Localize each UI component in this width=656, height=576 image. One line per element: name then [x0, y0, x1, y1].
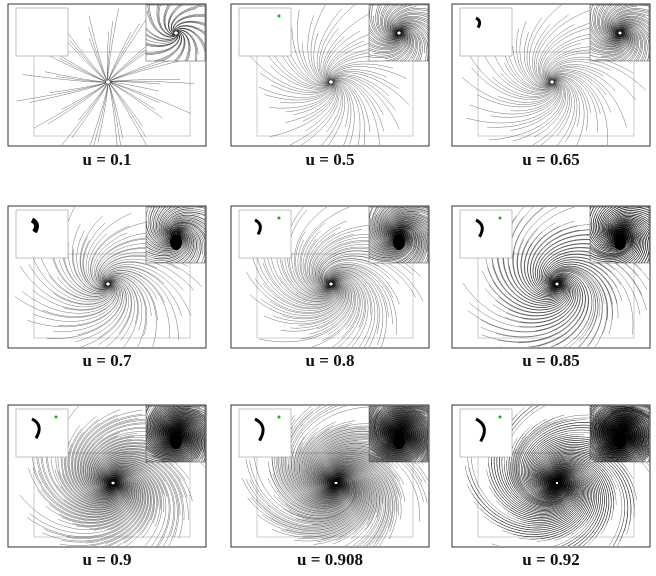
inset-dot: [55, 416, 58, 419]
inset-blob: [614, 433, 626, 449]
inset-left: [460, 8, 512, 56]
inset-blob: [393, 433, 405, 449]
caption: u = 0.7: [83, 351, 132, 370]
caption: u = 0.92: [522, 550, 579, 569]
inset-right: [146, 5, 205, 61]
inset-left: [239, 409, 291, 457]
panel: u = 0.1: [8, 0, 236, 169]
panel: u = 0.65: [452, 0, 656, 169]
panel: u = 0.8: [231, 182, 457, 370]
caption: u = 0.9: [83, 550, 132, 569]
inset-left: [239, 8, 291, 56]
caption: u = 0.908: [297, 550, 363, 569]
inset-left: [460, 409, 512, 457]
inset-left: [16, 8, 68, 56]
panel: u = 0.9: [8, 384, 236, 569]
inset-blob: [393, 234, 405, 250]
inset-left: [460, 210, 512, 258]
inset-dot: [278, 416, 281, 419]
inset-left: [239, 210, 291, 258]
inset-dot: [278, 15, 281, 18]
figure: u = 0.1 u = 0.5 u = 0.65 u = 0.7 u = 0.8 u = …: [0, 0, 656, 576]
inset-blob: [170, 234, 182, 250]
panel: u = 0.7: [8, 188, 235, 370]
panel: u = 0.908: [231, 383, 456, 569]
caption: u = 0.1: [83, 150, 132, 169]
inset-left: [16, 210, 68, 258]
inset-dot: [499, 416, 502, 419]
caption: u = 0.65: [522, 150, 579, 169]
inset-blob: [614, 234, 626, 250]
caption: u = 0.5: [306, 150, 355, 169]
caption: u = 0.8: [306, 351, 355, 370]
panel: u = 0.92: [452, 381, 656, 569]
inset-blob: [170, 433, 182, 449]
inset-dot: [499, 217, 502, 220]
panel: u = 0.5: [231, 0, 453, 169]
caption: u = 0.85: [522, 351, 579, 370]
inset-dot: [278, 217, 281, 220]
panel: u = 0.85: [452, 183, 656, 370]
inset-left: [16, 409, 68, 457]
